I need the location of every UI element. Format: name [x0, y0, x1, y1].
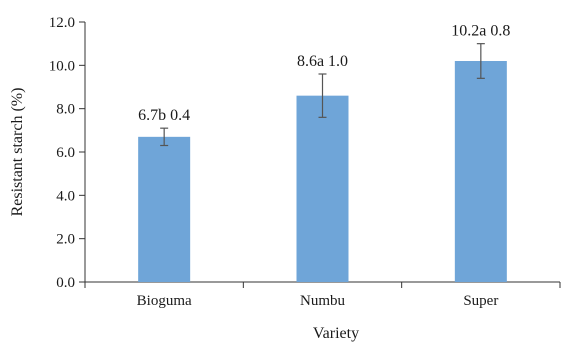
- y-tick-label: 0.0: [56, 275, 75, 291]
- y-tick-label: 8.0: [56, 102, 75, 118]
- bar: [454, 61, 507, 282]
- x-tick-label: Bioguma: [137, 293, 192, 309]
- error-bars: [160, 43, 485, 147]
- y-ticks: 0.0 2.0 4.0 6.0 8.0 10.0 12.0: [49, 15, 85, 291]
- bar: [296, 95, 349, 283]
- y-tick-label: 6.0: [56, 145, 75, 161]
- y-tick-label: 2.0: [56, 232, 75, 248]
- x-axis-title: Variety: [313, 325, 359, 342]
- x-tick-label: Numbu: [300, 293, 346, 309]
- y-tick-label: 10.0: [49, 58, 75, 74]
- x-tick-label: Super: [463, 293, 498, 309]
- y-tick-label: 4.0: [56, 188, 75, 204]
- x-ticks: Bioguma Numbu Super: [84, 282, 561, 309]
- y-axis-title: Resistant starch (%): [9, 88, 26, 217]
- data-label: 10.2a 0.8: [451, 23, 510, 40]
- data-label: 6.7b 0.4: [138, 107, 190, 124]
- data-labels: 6.7b 0.4 8.6a 1.0 10.2a 0.8: [138, 23, 510, 124]
- y-tick-label: 12.0: [49, 15, 75, 31]
- bar: [138, 136, 191, 282]
- bars: [138, 61, 507, 283]
- data-label: 8.6a 1.0: [297, 53, 348, 70]
